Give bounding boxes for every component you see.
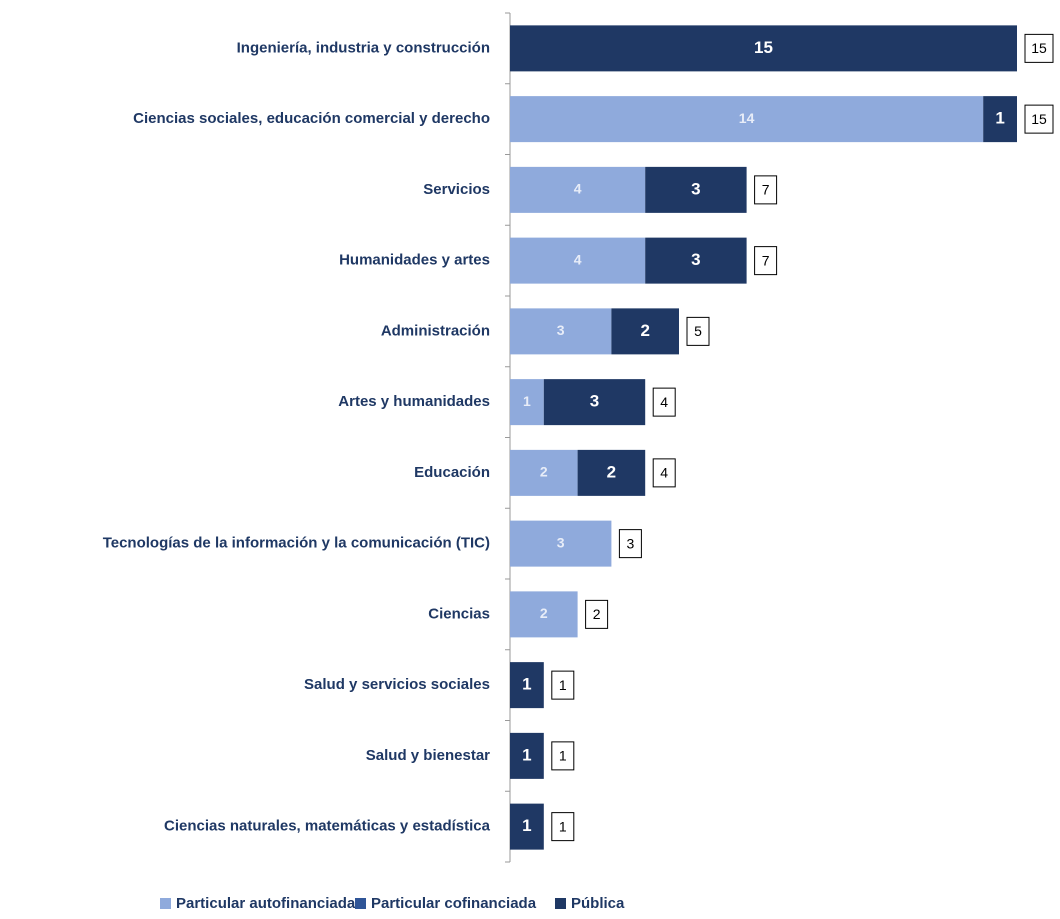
total-label: 4 [660,465,668,481]
value-label: 2 [540,605,548,621]
value-label: 1 [522,675,531,694]
total-label: 1 [559,677,567,693]
value-label: 3 [691,179,700,198]
legend-swatch [355,898,366,909]
value-label: 1 [995,109,1004,128]
category-label: Servicios [423,181,490,198]
category-label: Humanidades y artes [339,252,490,269]
category-label: Educación [414,464,490,481]
legend-label: Particular autofinanciada [176,895,356,912]
value-label: 1 [522,816,531,835]
legend-swatch [555,898,566,909]
legend-label: Pública [571,895,625,912]
category-label: Artes y humanidades [338,393,490,410]
category-label: Salud y servicios sociales [304,676,490,693]
value-label: 3 [691,250,700,269]
value-label: 3 [590,392,599,411]
total-label: 1 [559,818,567,834]
category-label: Tecnologías de la información y la comun… [103,535,490,552]
value-label: 1 [523,393,531,409]
legend-swatch [160,898,171,909]
value-label: 4 [574,181,582,197]
value-label: 4 [574,251,582,267]
total-label: 1 [559,748,567,764]
value-label: 3 [557,534,565,550]
total-label: 3 [627,535,635,551]
legend-label: Particular cofinanciada [371,895,537,912]
total-label: 2 [593,606,601,622]
chart: Ingeniería, industria y construcción1515… [0,0,1060,914]
total-label: 7 [762,182,770,198]
value-label: 2 [540,464,548,480]
total-label: 4 [660,394,668,410]
category-label: Ciencias sociales, educación comercial y… [133,110,490,127]
total-label: 7 [762,252,770,268]
value-label: 14 [739,110,755,126]
category-label: Ciencias [428,605,490,622]
value-label: 1 [522,745,531,764]
value-label: 2 [607,462,616,481]
category-label: Ciencias naturales, matemáticas y estadí… [164,818,491,835]
total-label: 5 [694,323,702,339]
value-label: 2 [640,321,649,340]
total-label: 15 [1031,40,1047,56]
category-label: Ingeniería, industria y construcción [237,39,490,56]
category-label: Administración [381,322,490,339]
total-label: 15 [1031,111,1047,127]
value-label: 15 [754,38,773,57]
value-label: 3 [557,322,565,338]
category-label: Salud y bienestar [366,747,490,764]
